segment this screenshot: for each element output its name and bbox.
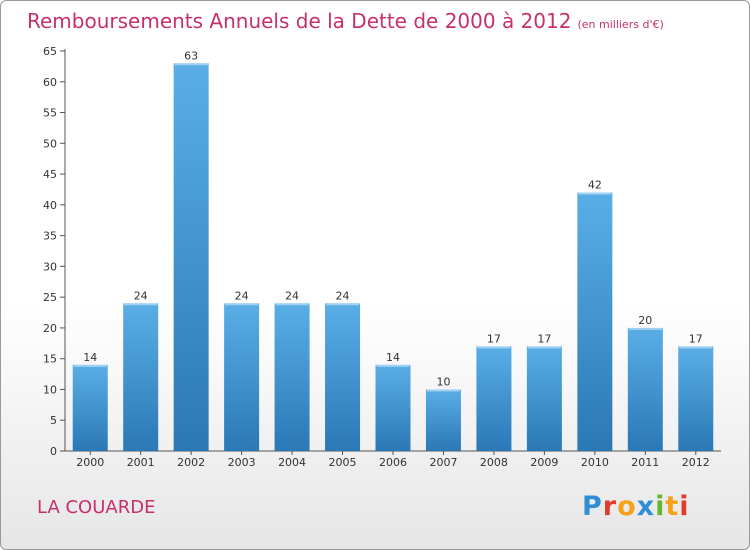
bar-highlight <box>426 389 460 392</box>
logo-letter: r <box>602 491 618 522</box>
proxiti-logo: Proxiti <box>582 491 690 522</box>
x-tick-label: 2010 <box>581 456 609 469</box>
bar-highlight <box>527 346 561 349</box>
bar-value-label: 24 <box>336 289 350 302</box>
x-tick-label: 2011 <box>631 456 659 469</box>
y-tick-label: 0 <box>50 445 57 458</box>
bar <box>274 303 310 451</box>
logo-letter: o <box>617 491 637 522</box>
y-tick-label: 45 <box>43 168 57 181</box>
bar <box>678 346 714 451</box>
bar <box>72 364 108 451</box>
bar-highlight <box>477 346 511 349</box>
bar-highlight <box>225 303 259 306</box>
bar <box>123 303 159 451</box>
bar-highlight <box>326 303 360 306</box>
chart-title-text: Remboursements Annuels de la Dette de 20… <box>27 9 572 33</box>
x-tick-label: 2008 <box>480 456 508 469</box>
x-tick-label: 2012 <box>682 456 710 469</box>
x-tick-label: 2000 <box>76 456 104 469</box>
y-tick-label: 30 <box>43 260 57 273</box>
y-tick-label: 50 <box>43 137 57 150</box>
x-tick-label: 2001 <box>127 456 155 469</box>
bar-value-label: 63 <box>184 49 198 62</box>
y-tick-label: 5 <box>50 414 57 427</box>
bar-value-label: 14 <box>386 351 400 364</box>
bar-value-label: 24 <box>235 289 249 302</box>
x-tick-label: 2003 <box>228 456 256 469</box>
bar-value-label: 42 <box>588 179 602 192</box>
chart-title: Remboursements Annuels de la Dette de 20… <box>27 9 664 33</box>
bar-highlight <box>628 327 662 330</box>
x-tick-label: 2005 <box>329 456 357 469</box>
bar-highlight <box>578 192 612 195</box>
logo-letter: i <box>655 491 666 522</box>
y-tick-label: 10 <box>43 383 57 396</box>
chart-unit: (en milliers d'€) <box>577 18 664 31</box>
x-tick-label: 2009 <box>530 456 558 469</box>
y-tick-label: 55 <box>43 107 57 120</box>
bar-value-label: 20 <box>638 314 652 327</box>
logo-letter: i <box>679 491 690 522</box>
bar-highlight <box>376 364 410 367</box>
bar-value-label: 24 <box>285 289 299 302</box>
bar-value-label: 24 <box>134 289 148 302</box>
logo-letter: P <box>582 491 603 522</box>
bar <box>627 327 663 451</box>
y-tick-label: 35 <box>43 230 57 243</box>
x-tick-label: 2006 <box>379 456 407 469</box>
x-tick-label: 2002 <box>177 456 205 469</box>
bar-value-label: 14 <box>83 351 97 364</box>
bar-highlight <box>679 346 713 349</box>
bar <box>476 346 512 451</box>
bar <box>577 192 613 452</box>
bar <box>526 346 562 451</box>
bar-value-label: 17 <box>537 332 551 345</box>
y-tick-label: 60 <box>43 76 57 89</box>
bar-highlight <box>73 364 107 367</box>
bar <box>425 389 461 451</box>
y-tick-label: 15 <box>43 353 57 366</box>
bar-highlight <box>174 63 208 66</box>
y-tick-label: 25 <box>43 291 57 304</box>
bar-value-label: 10 <box>436 375 450 388</box>
bar <box>325 303 361 451</box>
commune-name: LA COUARDE <box>37 497 156 518</box>
bar-highlight <box>124 303 158 306</box>
bar-value-label: 17 <box>487 332 501 345</box>
bar <box>375 364 411 451</box>
logo-letter: t <box>665 491 680 522</box>
bar-value-label: 17 <box>689 332 703 345</box>
bar <box>224 303 260 451</box>
bar-highlight <box>275 303 309 306</box>
x-tick-label: 2007 <box>429 456 457 469</box>
logo-letter: x <box>636 491 656 522</box>
y-tick-label: 40 <box>43 199 57 212</box>
bar <box>173 63 209 452</box>
y-tick-label: 20 <box>43 322 57 335</box>
x-tick-label: 2004 <box>278 456 306 469</box>
y-tick-label: 65 <box>43 45 57 58</box>
